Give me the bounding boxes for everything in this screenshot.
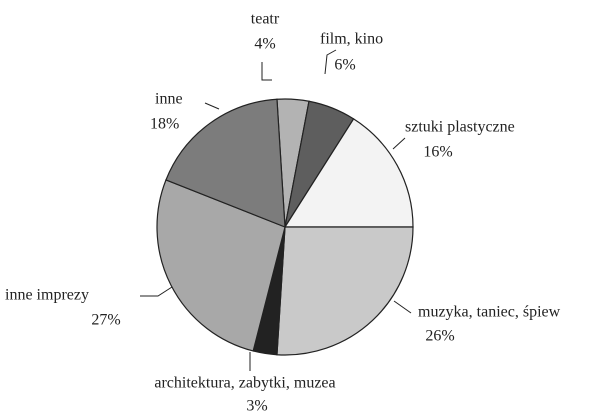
leader-line bbox=[261, 62, 272, 81]
slice-value-label: 4% bbox=[254, 36, 275, 53]
leader-line bbox=[204, 102, 220, 110]
pie-slice bbox=[276, 226, 414, 356]
pie-slice bbox=[283, 118, 414, 228]
pie-slice bbox=[165, 98, 286, 228]
leader-line bbox=[393, 300, 412, 314]
slice-label: muzyka, taniec, śpiew bbox=[418, 304, 561, 321]
slice-value-label: 3% bbox=[246, 398, 267, 415]
slice-value-label: 16% bbox=[423, 144, 452, 161]
slice-value-label: 6% bbox=[334, 57, 355, 74]
slice-label: inne imprezy bbox=[5, 287, 89, 304]
slice-label: teatr bbox=[251, 11, 280, 28]
slice-label: film, kino bbox=[320, 31, 383, 48]
leader-line bbox=[140, 286, 173, 297]
slice-value-label: 26% bbox=[425, 328, 454, 345]
slice-label: architektura, zabytki, muzea bbox=[154, 375, 335, 392]
pie-slice bbox=[156, 179, 286, 352]
slice-value-label: 18% bbox=[150, 116, 179, 133]
leader-line bbox=[324, 49, 337, 75]
slice-value-label: 27% bbox=[91, 312, 120, 329]
slice-label: inne bbox=[155, 91, 183, 108]
leader-line bbox=[392, 137, 406, 150]
slice-label: sztuki plastyczne bbox=[405, 119, 515, 136]
